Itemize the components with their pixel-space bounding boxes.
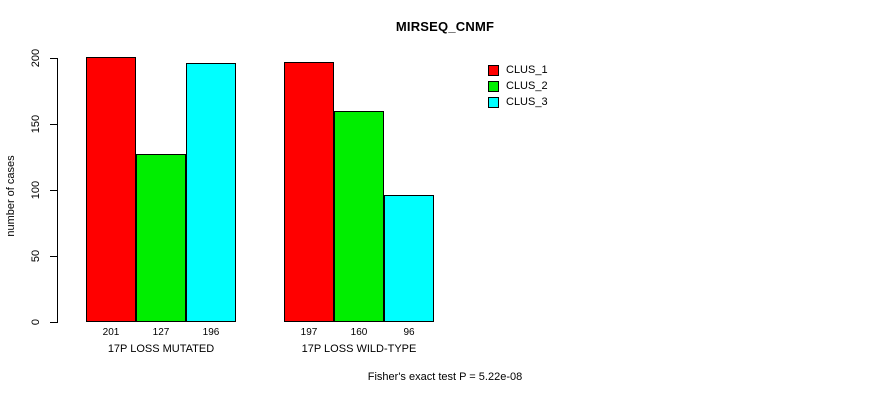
legend: CLUS_1 CLUS_2 CLUS_3 [488, 62, 548, 110]
chart-title: MIRSEQ_CNMF [395, 19, 495, 34]
y-axis-tick [50, 322, 57, 323]
group-label: 17P LOSS MUTATED [107, 343, 215, 355]
y-axis-tick [50, 58, 57, 59]
bar-value-label: 96 [403, 327, 415, 338]
y-axis-tick [50, 190, 57, 191]
y-axis-tick [50, 124, 57, 125]
bar-value-label: 160 [350, 327, 368, 338]
y-axis-line [57, 58, 58, 323]
legend-color-swatch [488, 80, 499, 92]
y-axis-tick-label: 200 [30, 48, 42, 68]
y-axis-tick-label: 150 [30, 114, 42, 134]
bar-value-label: 196 [202, 327, 220, 338]
legend-color-swatch [488, 64, 499, 76]
bar-value-label: 201 [102, 327, 120, 338]
legend-item: CLUS_3 [488, 94, 548, 110]
y-axis-tick [50, 256, 57, 257]
y-axis-tick-label: 0 [30, 318, 42, 326]
legend-item-label: CLUS_2 [506, 79, 548, 92]
bar [186, 63, 236, 322]
y-axis-tick-label: 50 [30, 249, 42, 263]
bar [86, 56, 136, 322]
bar-value-label: 127 [152, 327, 170, 338]
legend-color-swatch [488, 96, 499, 108]
y-axis-title: number of cases [5, 155, 17, 237]
bar [136, 154, 186, 322]
group-label: 17P LOSS WILD-TYPE [301, 343, 417, 355]
legend-item: CLUS_1 [488, 62, 548, 78]
legend-item-label: CLUS_1 [506, 63, 548, 76]
bar-value-label: 197 [300, 327, 318, 338]
plot-area [57, 56, 457, 322]
legend-item: CLUS_2 [488, 78, 548, 94]
footer-annotation: Fisher's exact test P = 5.22e-08 [367, 371, 523, 383]
legend-item-label: CLUS_3 [506, 95, 548, 108]
y-axis-tick-label: 100 [30, 180, 42, 200]
bar [384, 195, 434, 322]
bar [284, 61, 334, 322]
bar [334, 110, 384, 322]
